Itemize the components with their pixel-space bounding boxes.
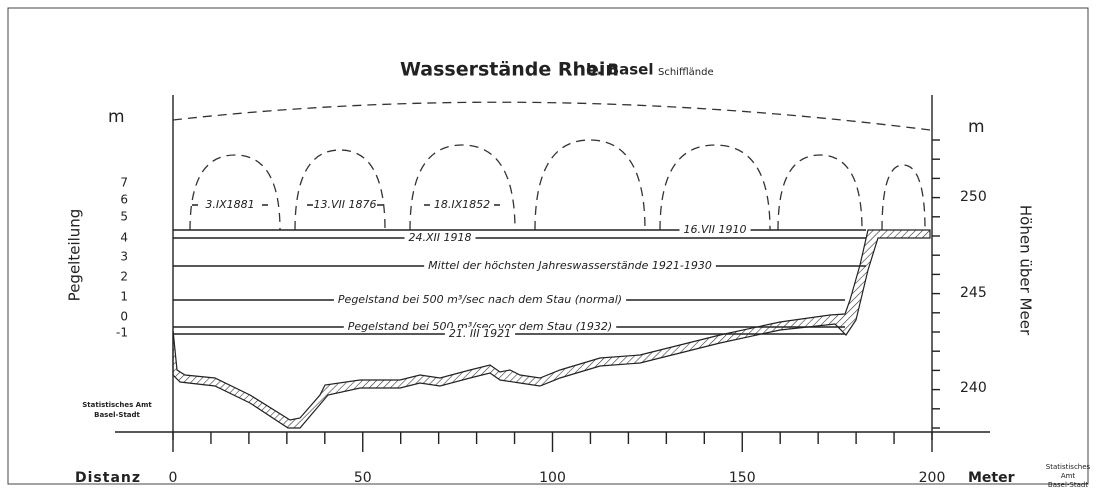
stamp: Amt [1061,472,1076,480]
left-tick-label: 0 [120,310,128,324]
level-label: 21. III 1921 [449,327,511,340]
label-bg [313,197,377,213]
label-bg [343,321,617,333]
label-bg [444,328,516,340]
level-label: Pegelstand bei 500 m³/sec vor dem Stau (… [348,320,612,333]
left-tick-label: 3 [120,250,128,264]
x-label: Distanz [75,470,141,486]
label-bg [198,197,262,213]
frame [7,7,1089,485]
title-main: Wasserstände Rhein [400,59,619,81]
title-place: b. Basel [586,61,653,79]
left-tick-label: 6 [120,193,128,207]
flood-label: 13.VII 1876 [314,198,377,211]
flood-label: 18.IX1852 [434,198,490,211]
right-unit: m [968,117,985,137]
flood-label: 3.IX1881 [205,198,254,211]
label-bg [679,224,751,236]
level-label: Mittel der höchsten Jahreswasserstände 1… [428,259,712,272]
level-label: 16.VII 1910 [684,223,747,236]
label-bg [333,294,627,306]
top-curve [172,101,931,131]
x-unit: Meter [968,470,1015,486]
x-tick-label: 50 [354,470,372,486]
right-tick-label: 245 [960,285,987,301]
riverbed [172,229,931,429]
left-tick-label: -1 [116,326,128,340]
label-bg [424,260,716,272]
left-tick-label: 1 [120,290,128,304]
level-label: 24.XII 1918 [408,231,471,244]
x-tick-label: 100 [539,470,566,486]
right-tick-label: 250 [960,189,987,205]
stamp: Basel-Stadt [1048,481,1088,489]
title-site: Schifflände [658,67,714,78]
label-bg [404,232,476,244]
stamp: Basel-Stadt [94,411,140,419]
x-tick-label: 200 [919,470,946,486]
level-label: Pegelstand bei 500 m³/sec nach dem Stau … [338,293,622,306]
left-label: Pegelteilung [66,209,84,302]
right-label: Höhen über Meer [1017,205,1035,336]
left-tick-label: 4 [120,231,128,245]
left-tick-label: 5 [120,210,128,224]
stamp: Statistisches Amt [82,401,152,409]
x-tick-label: 0 [169,470,178,486]
right-tick-label: 240 [960,380,987,396]
left-tick-label: 2 [120,270,128,284]
x-tick-label: 150 [729,470,756,486]
left-tick-label: 7 [120,176,128,190]
stamp: Statistisches [1046,463,1091,471]
left-unit: m [108,107,125,127]
label-bg [430,197,494,213]
flood-arches [189,139,926,231]
